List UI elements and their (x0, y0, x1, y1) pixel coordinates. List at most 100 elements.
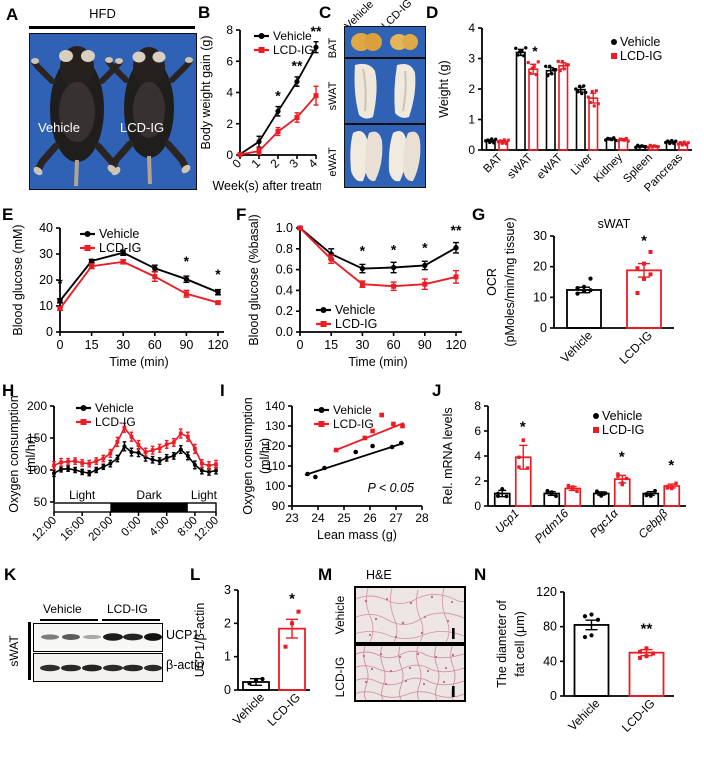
data-point (362, 435, 368, 441)
x-axis-label: Time (min) (109, 355, 168, 369)
legend-marker (318, 421, 325, 427)
data-point (260, 676, 265, 682)
data-point (80, 461, 85, 465)
data-point (550, 72, 554, 76)
data-point (595, 617, 601, 622)
panel-l: L 0 1 2 3 Vehicle LCD-IG * UCP1/β-actin (186, 560, 316, 756)
data-point (502, 138, 506, 142)
data-point (578, 84, 582, 88)
data-point (586, 95, 590, 99)
significance-marker: * (668, 457, 674, 474)
x-tick-label: 20:00 (87, 515, 116, 544)
panel-m-label: M (318, 565, 333, 584)
data-point (183, 291, 189, 297)
data-point (528, 71, 532, 75)
bar (628, 651, 665, 697)
mouse-left-label: Vehicle (38, 120, 80, 135)
x-tick-label: Kidney (592, 151, 626, 185)
y-tick-label: 80 (543, 620, 557, 634)
panel-e-label: E (2, 205, 14, 224)
y-axis-label-2: (pMoles/min/mg tissue) (503, 217, 517, 346)
data-point (171, 453, 176, 458)
data-point (379, 412, 384, 418)
panel-c-label: C (319, 3, 332, 22)
panel-i-chart: 90 100 110 120 130 140 23 24 25 26 27 28 VehicleLCD-… (241, 397, 429, 542)
data-point (556, 59, 560, 63)
data-point (574, 87, 578, 91)
phase-label-light-2: Light (191, 488, 218, 502)
data-point (101, 456, 106, 461)
x-tick-label: 4:00 (147, 515, 171, 539)
data-point (548, 64, 552, 69)
panel-m-he-vehicle (354, 586, 466, 644)
phase-label-dark: Dark (136, 488, 162, 502)
swat-photo-svg (345, 59, 425, 123)
panel-h-label: H (2, 381, 15, 400)
data-point (328, 256, 334, 262)
x-tick-label: 0 (229, 156, 244, 171)
data-point (136, 443, 141, 447)
significance-marker: * (520, 418, 526, 435)
data-point (164, 442, 169, 447)
y-tick-label: 6 (474, 424, 481, 438)
data-point (564, 63, 568, 67)
data-point (294, 115, 300, 120)
panel-k-col-header-lcdig: LCD-IG (107, 602, 148, 616)
data-point (575, 291, 580, 296)
y-axis-label: Blood glucose (%basal) (247, 214, 261, 345)
bar (575, 88, 586, 151)
legend-item: Vehicle (80, 227, 139, 241)
legend-marker (593, 413, 599, 419)
data-point (359, 265, 366, 272)
data-point (644, 654, 649, 659)
x-tick-label: Prdm16 (532, 506, 572, 546)
y-tick-label: 40 (39, 221, 53, 235)
data-point (588, 100, 592, 104)
data-point (670, 486, 674, 491)
x-tick-label: 1 (248, 156, 263, 171)
data-point (206, 469, 211, 474)
data-point (624, 136, 628, 141)
data-point (199, 468, 204, 473)
data-point (215, 300, 221, 306)
x-axis-label: Lean mass (g) (317, 528, 397, 542)
y-tick-label: 50 (34, 495, 48, 509)
blot-ucp1-svg (34, 624, 162, 651)
legend-marker (320, 321, 327, 327)
data-point (101, 464, 106, 469)
data-point (115, 456, 120, 461)
data-point (389, 444, 395, 450)
panel-f-chart: 0.00.20.40.60.81.00 15 30 60 90 120* * ***Vehic… (247, 214, 466, 369)
data-point (492, 141, 496, 145)
data-point (150, 448, 155, 453)
y-tick-label: 10 (533, 290, 547, 304)
legend-marker (84, 231, 91, 237)
panel-k: K sWAT Vehicle LCD-IG UCP1 β-actin (0, 560, 210, 756)
y-tick-label: 0.6 (276, 263, 293, 277)
data-point (108, 451, 113, 456)
data-point (297, 225, 303, 231)
data-point (398, 440, 404, 446)
data-point (672, 141, 676, 146)
y-axis-label: The diameter of (495, 600, 509, 688)
data-point (668, 141, 672, 146)
y-tick-label: 4 (474, 449, 481, 463)
legend-marker (611, 53, 617, 59)
y-tick-label: 100 (27, 463, 47, 477)
dark-phase-block (110, 503, 188, 512)
data-point (603, 491, 608, 496)
y-tick-label: 6 (226, 54, 233, 68)
significance-marker: * (57, 275, 63, 291)
data-point (686, 141, 690, 145)
significance-marker: * (391, 242, 397, 258)
panel-b: B 0 2 4 6 8 0 1 2 3 4 * ** ** Vehicle LCD-IG Body weigh… (196, 0, 344, 200)
data-point (370, 428, 375, 434)
y-tick-label: 130 (265, 419, 285, 433)
y-tick-label: 140 (265, 399, 285, 413)
data-point (666, 139, 670, 143)
data-point (214, 462, 218, 467)
data-point (52, 463, 56, 468)
panel-c-photo-swat (344, 58, 426, 124)
data-point (215, 289, 221, 295)
data-point (57, 306, 63, 312)
